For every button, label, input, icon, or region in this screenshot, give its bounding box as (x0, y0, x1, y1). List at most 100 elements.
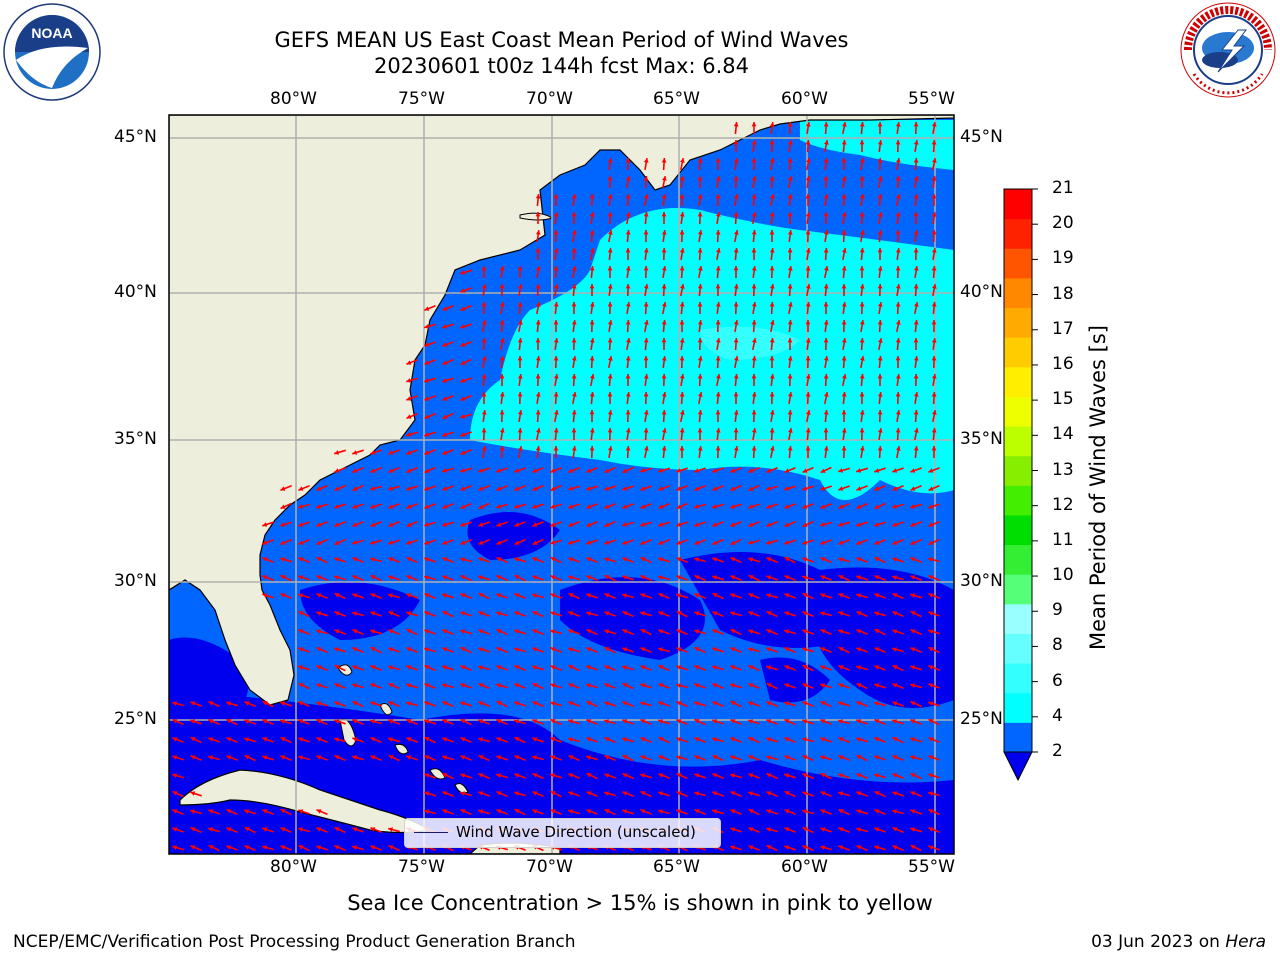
wind-wave-arrowhead (931, 122, 937, 127)
wind-wave-arrowhead (517, 284, 523, 289)
noaa-logo: NOAA (3, 3, 101, 101)
wind-wave-arrowhead (280, 701, 286, 706)
wind-wave-arrowhead (535, 194, 541, 199)
wind-wave-arrowhead (226, 737, 232, 742)
wind-wave-arrowhead (784, 540, 790, 545)
wind-wave-arrowhead (172, 755, 178, 760)
wind-wave-arrowhead (334, 845, 340, 850)
wind-wave-arrowhead (532, 540, 538, 545)
wind-wave-arrowhead (568, 468, 574, 473)
wind-wave-arrowhead (460, 665, 466, 670)
wind-wave-arrowhead (496, 773, 501, 778)
wind-wave-arrowhead (442, 791, 448, 796)
wind-wave-arrowhead (406, 468, 412, 473)
wind-wave-arrowhead (532, 665, 538, 670)
wind-wave-arrowhead (748, 486, 754, 491)
wind-wave-arrowhead (838, 575, 844, 580)
wind-wave-arrowhead (640, 755, 646, 760)
wind-wave-arrowhead (928, 773, 934, 778)
wind-wave-arrowhead (712, 791, 718, 796)
lat-label-left-40n: 40°N (114, 282, 157, 302)
wind-wave-arrowhead (352, 575, 358, 580)
wind-wave-arrowhead (748, 665, 754, 670)
wind-wave-arrowhead (733, 320, 739, 325)
wind-wave-arrowhead (604, 540, 610, 545)
wind-wave-arrowhead (298, 845, 304, 850)
wind-wave-arrowhead (625, 392, 631, 397)
wind-wave-arrowhead (874, 773, 880, 778)
wind-wave-arrowhead (625, 284, 631, 289)
wind-wave-arrowhead (316, 629, 321, 634)
lat-label-right-40n: 40°N (960, 282, 1003, 302)
wind-wave-arrowhead (607, 194, 613, 199)
wind-wave-arrowhead (697, 176, 703, 181)
wind-wave-arrowhead (914, 176, 919, 181)
wind-wave-arrowhead (316, 737, 322, 742)
wind-wave-arrowhead (568, 557, 574, 562)
wind-wave-arrowhead (262, 575, 268, 580)
wind-wave-arrowhead (298, 557, 304, 562)
wind-wave-arrowhead (730, 629, 736, 634)
wind-wave-arrowhead (874, 468, 880, 473)
wind-wave-arrowhead (226, 701, 232, 706)
wind-wave-arrowhead (787, 284, 793, 289)
wind-wave-arrowhead (226, 845, 232, 850)
footer-date-text: 03 Jun 2023 on (1091, 932, 1226, 952)
wind-wave-arrowhead (316, 701, 322, 706)
wind-wave-arrowhead (571, 194, 577, 199)
wind-wave-arrowhead (370, 665, 376, 670)
wind-wave-arrowhead (932, 410, 937, 415)
wind-wave-arrowhead (334, 737, 339, 742)
wind-wave-arrowhead (769, 140, 775, 145)
wind-wave-arrowhead (568, 611, 574, 616)
wind-wave-arrowhead (424, 719, 430, 724)
wind-wave-arrowhead (748, 773, 754, 778)
wind-wave-arrowhead (877, 446, 883, 451)
wind-wave-arrowhead (514, 755, 520, 760)
wind-wave-arrowhead (661, 338, 667, 343)
lat-label-right-30n: 30°N (960, 571, 1003, 591)
wind-wave-arrowhead (841, 356, 847, 361)
wind-wave-arrowhead (370, 522, 376, 527)
wind-wave-arrowhead (514, 557, 520, 562)
wind-wave-arrowhead (643, 428, 649, 433)
wind-wave-arrowhead (442, 629, 448, 634)
wind-wave-arrowhead (892, 504, 898, 509)
wind-wave-arrowhead (679, 374, 685, 379)
wind-wave-arrowhead (550, 737, 556, 742)
wind-wave-arrowhead (496, 737, 502, 742)
wind-wave-arrowhead (856, 665, 862, 670)
wind-wave-arrowhead (571, 410, 577, 415)
wind-wave-arrowhead (496, 683, 502, 688)
wind-wave-arrowhead (532, 683, 538, 688)
wind-wave-arrowhead (586, 557, 592, 562)
wind-wave-arrowhead (805, 176, 811, 181)
wind-wave-arrowhead (607, 320, 613, 325)
wind-wave-arrowhead (625, 266, 631, 271)
wind-wave-arrowhead (748, 575, 754, 580)
wind-wave-arrowhead (316, 486, 322, 491)
wind-wave-arrowhead (676, 737, 682, 742)
wind-wave-arrowhead (370, 450, 376, 455)
wind-wave-arrowhead (856, 522, 862, 527)
wind-wave-arrowhead (895, 284, 901, 289)
wind-wave-arrowhead (370, 647, 376, 652)
wind-wave-arrowhead (820, 701, 826, 706)
wind-wave-arrowhead (334, 611, 340, 616)
wind-wave-arrowhead (841, 194, 847, 199)
wind-wave-arrowhead (514, 486, 520, 491)
wind-wave-arrowhead (730, 809, 736, 814)
wind-wave-arrowhead (928, 504, 934, 509)
wind-wave-arrowhead (694, 629, 700, 634)
wind-wave-arrowhead (805, 212, 811, 217)
wind-wave-arrowhead (784, 701, 790, 706)
wind-wave-arrowhead (730, 557, 736, 562)
wind-wave-arrowhead (856, 755, 862, 760)
colorbar-tick-label: 4 (1052, 705, 1063, 726)
wind-wave-arrowhead (766, 611, 772, 616)
wind-wave-arrowhead (730, 486, 736, 491)
wind-wave-arrowhead (499, 374, 505, 379)
wind-wave-arrowhead (910, 629, 916, 634)
wind-wave-arrowhead (550, 504, 556, 509)
wind-wave-arrowhead (874, 629, 880, 634)
